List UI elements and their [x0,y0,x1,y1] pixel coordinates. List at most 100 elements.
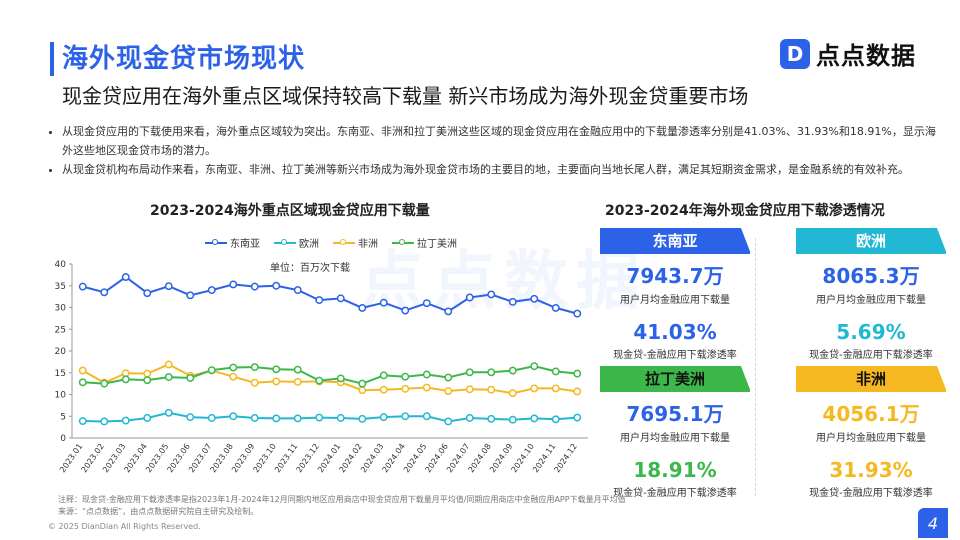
data-point [293,365,302,374]
data-point [487,368,496,377]
data-point [530,294,539,303]
chart-title: 2023-2024海外重点区域现金贷应用下载量 [150,203,430,219]
data-point [401,412,410,421]
data-point [186,374,195,382]
region-card-europe: 欧洲 8065.3万 用户月均金融应用下载量 5.69% 现金贷-金融应用下载渗… [796,228,947,361]
downloads-line-chart: 05101520253035402023.012023.022023.03202… [55,260,588,474]
bullet-point: 从现金贷机构布局动作来看，东南亚、非洲、拉丁美洲等新兴市场成为海外现金贷市场的主… [62,160,942,179]
data-point [530,414,539,423]
data-point [551,367,560,376]
copyright: © 2025 DianDian All Rights Reserved. [48,522,201,531]
data-point [358,386,367,395]
y-tick-label: 30 [55,304,67,314]
data-point [422,383,431,392]
data-point [379,413,388,422]
data-point [229,372,238,381]
region-tag: 非洲 [796,366,947,392]
data-point [250,378,259,387]
data-point [250,363,259,372]
chart-legend: 东南亚 欧洲 非洲 拉丁美洲 [205,235,471,250]
footnote-note: 注释：现金贷-金融应用下载渗透率是指2023年1月-2024年12月同期内地区应… [58,495,626,504]
bullet-point: 从现金贷应用的下载使用来看，海外重点区域较为突出。东南亚、非洲和拉丁美洲这些区域… [62,122,942,160]
data-point [100,417,109,426]
data-point [336,294,345,303]
y-tick-label: 25 [55,325,66,335]
legend-label: 非洲 [358,239,378,250]
data-point [422,370,431,379]
page-title: 海外现金贷市场现状 [62,44,306,74]
data-point [551,303,560,312]
data-point [444,373,453,382]
data-point [336,414,345,422]
data-point [508,297,517,306]
data-point [551,384,560,393]
page-subtitle: 现金贷应用在海外重点区域保持较高下载量 新兴市场成为海外现金贷重要市场 [62,84,749,108]
data-point [121,273,130,281]
data-point [401,372,410,381]
data-point [250,282,259,291]
data-point [465,385,474,394]
data-point [78,366,87,375]
data-point [508,415,517,424]
data-point [315,413,324,422]
region-tag: 拉丁美洲 [600,366,751,392]
data-point [465,293,474,302]
data-point [465,368,474,377]
region-value-caption: 用户月均金融应用下载量 [816,295,926,306]
series-line [82,275,578,315]
data-point [530,362,539,371]
brand-logo-text: 点点数据 [816,42,916,70]
brand-logo: D 点点数据 [780,36,916,71]
data-point [186,291,195,300]
data-point [229,412,238,421]
data-point [272,281,281,290]
region-value-caption: 用户月均金融应用下载量 [620,295,730,306]
data-point [444,387,453,395]
data-point [358,379,367,388]
data-point [143,369,152,378]
y-tick-label: 5 [60,412,66,422]
legend-swatch-icon [392,238,414,245]
region-penetration-rate: 31.93% [829,458,913,482]
legend-swatch-icon [205,238,227,245]
data-point [573,309,582,318]
region-penetration-rate: 18.91% [633,458,717,482]
data-point [315,376,324,385]
data-point [272,377,281,386]
data-point [401,384,410,393]
data-point [379,298,388,307]
footnote-source: 来源：“点点数据”，由点点数据研究院自主研究及绘制。 [58,507,259,516]
region-rate-caption: 现金贷-金融应用下载渗透率 [809,488,933,499]
region-value-caption: 用户月均金融应用下载量 [620,433,730,444]
summary-bullets: 从现金贷应用的下载使用来看，海外重点区域较为突出。东南亚、非洲和拉丁美洲这些区域… [48,122,942,179]
legend-swatch-icon [333,238,355,245]
data-point [143,376,152,385]
legend-item: 拉丁美洲 [392,235,457,250]
data-point [186,413,195,422]
legend-label: 拉丁美洲 [417,239,457,250]
data-point [508,366,517,375]
y-tick-label: 15 [55,369,66,379]
region-penetration-rate: 41.03% [633,320,717,344]
region-card-latin-america: 拉丁美洲 7695.1万 用户月均金融应用下载量 18.91% 现金贷-金融应用… [600,366,751,499]
data-point [272,414,281,423]
y-tick-label: 35 [55,282,66,292]
data-point [315,296,324,305]
y-tick-label: 20 [55,347,67,357]
data-point [336,374,345,383]
legend-swatch-icon [274,238,296,245]
data-point [487,414,496,423]
data-point [164,408,173,417]
region-card-southeast-asia: 东南亚 7943.7万 用户月均金融应用下载量 41.03% 现金贷-金融应用下… [600,228,751,361]
region-download-value: 4056.1万 [822,402,920,426]
data-point [100,288,109,297]
data-point [121,375,130,384]
data-point [293,377,302,386]
penetration-title: 2023-2024年海外现金贷应用下载渗透情况 [605,203,885,219]
y-tick-label: 0 [60,434,66,444]
data-point [293,286,302,295]
data-point [444,417,453,426]
series-line [82,411,578,423]
data-point [465,414,474,422]
region-card-africa: 非洲 4056.1万 用户月均金融应用下载量 31.93% 现金贷-金融应用下载… [796,366,947,499]
